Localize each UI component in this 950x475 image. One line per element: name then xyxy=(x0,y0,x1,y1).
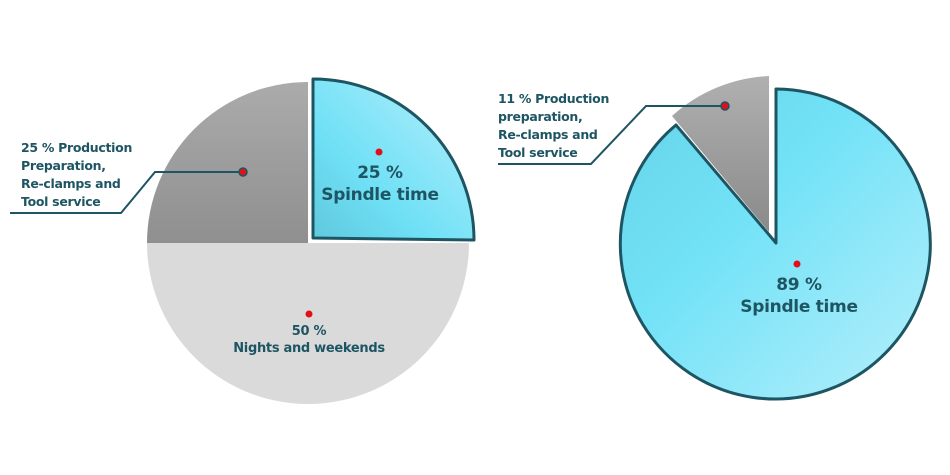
slice-label: Spindle time xyxy=(740,297,858,317)
slice-spindle-time[interactable] xyxy=(618,87,932,401)
callout-label-prep-right: 11 % Production preparation, Re-clamps a… xyxy=(498,90,609,162)
dot-marker xyxy=(305,310,313,318)
dot-marker xyxy=(720,101,730,111)
dot-marker xyxy=(375,148,383,156)
callout-line2: Preparation, xyxy=(21,158,106,173)
callout-line1: 25 % Production xyxy=(21,140,133,155)
slice-production-prep[interactable] xyxy=(147,82,308,243)
label-nights-left: 50 % Nights and weekends xyxy=(219,323,399,357)
callout-line4: Tool service xyxy=(498,145,578,160)
label-spindle-left: 25 % Spindle time xyxy=(318,162,442,206)
label-spindle-right: 89 % Spindle time xyxy=(737,274,861,318)
callout-line1: 11 % Production xyxy=(498,91,610,106)
callout-line2: preparation, xyxy=(498,109,583,124)
dot-marker xyxy=(793,260,801,268)
slice-spindle-time[interactable] xyxy=(311,77,476,242)
callout-line-left xyxy=(10,171,243,214)
dot-marker xyxy=(238,167,248,177)
left-pie xyxy=(10,77,476,404)
pct-value: 50 % xyxy=(291,324,327,339)
callout-line-right xyxy=(498,105,725,165)
callout-line3: Re-clamps and xyxy=(498,127,598,142)
right-pie xyxy=(498,76,932,401)
callout-line3: Re-clamps and xyxy=(21,176,121,191)
callout-label-prep-left: 25 % Production Preparation, Re-clamps a… xyxy=(21,139,132,211)
slice-label: Nights and weekends xyxy=(233,341,385,356)
callout-line4: Tool service xyxy=(21,194,101,209)
slice-production-prep[interactable] xyxy=(672,76,769,232)
pct-value: 89 % xyxy=(776,275,822,295)
pct-value: 25 % xyxy=(357,163,403,183)
slice-nights-weekends[interactable] xyxy=(147,243,469,404)
slice-label: Spindle time xyxy=(321,185,439,205)
